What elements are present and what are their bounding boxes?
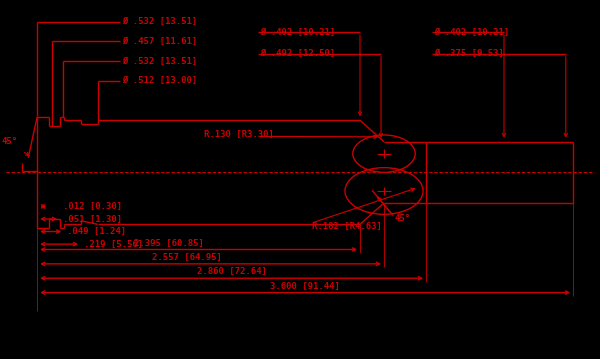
Text: Ø .375 [9.53]: Ø .375 [9.53] (434, 49, 503, 59)
Text: 3.600 [91.44]: 3.600 [91.44] (270, 281, 340, 291)
Text: Ø .402 [10.21]: Ø .402 [10.21] (260, 28, 335, 37)
Text: .219 [5.56]: .219 [5.56] (84, 239, 143, 249)
Text: 2.860 [72.64]: 2.860 [72.64] (197, 267, 266, 276)
Text: 45°: 45° (395, 214, 411, 224)
Text: Ø .512 [13.00]: Ø .512 [13.00] (122, 76, 197, 85)
Text: 2.557 [64.95]: 2.557 [64.95] (152, 253, 221, 262)
Text: Ø .532 [13.51]: Ø .532 [13.51] (122, 56, 197, 66)
Text: Ø .532 [13.51]: Ø .532 [13.51] (122, 17, 197, 26)
Text: R.182 [R4.63]: R.182 [R4.63] (312, 222, 382, 231)
Text: .051 [1.30]: .051 [1.30] (63, 214, 122, 224)
Text: .049 [1.24]: .049 [1.24] (67, 227, 127, 236)
Text: Ø .492 [12.50]: Ø .492 [12.50] (260, 49, 335, 59)
Text: Ø .457 [11.61]: Ø .457 [11.61] (122, 37, 197, 46)
Text: R.130 [R3.30]: R.130 [R3.30] (204, 130, 274, 139)
Text: Ø .402 [10.21]: Ø .402 [10.21] (434, 28, 509, 37)
Text: 45°: 45° (2, 137, 18, 146)
Text: 2.395 [60.85]: 2.395 [60.85] (134, 238, 203, 248)
Text: .012 [0.30]: .012 [0.30] (63, 202, 122, 211)
